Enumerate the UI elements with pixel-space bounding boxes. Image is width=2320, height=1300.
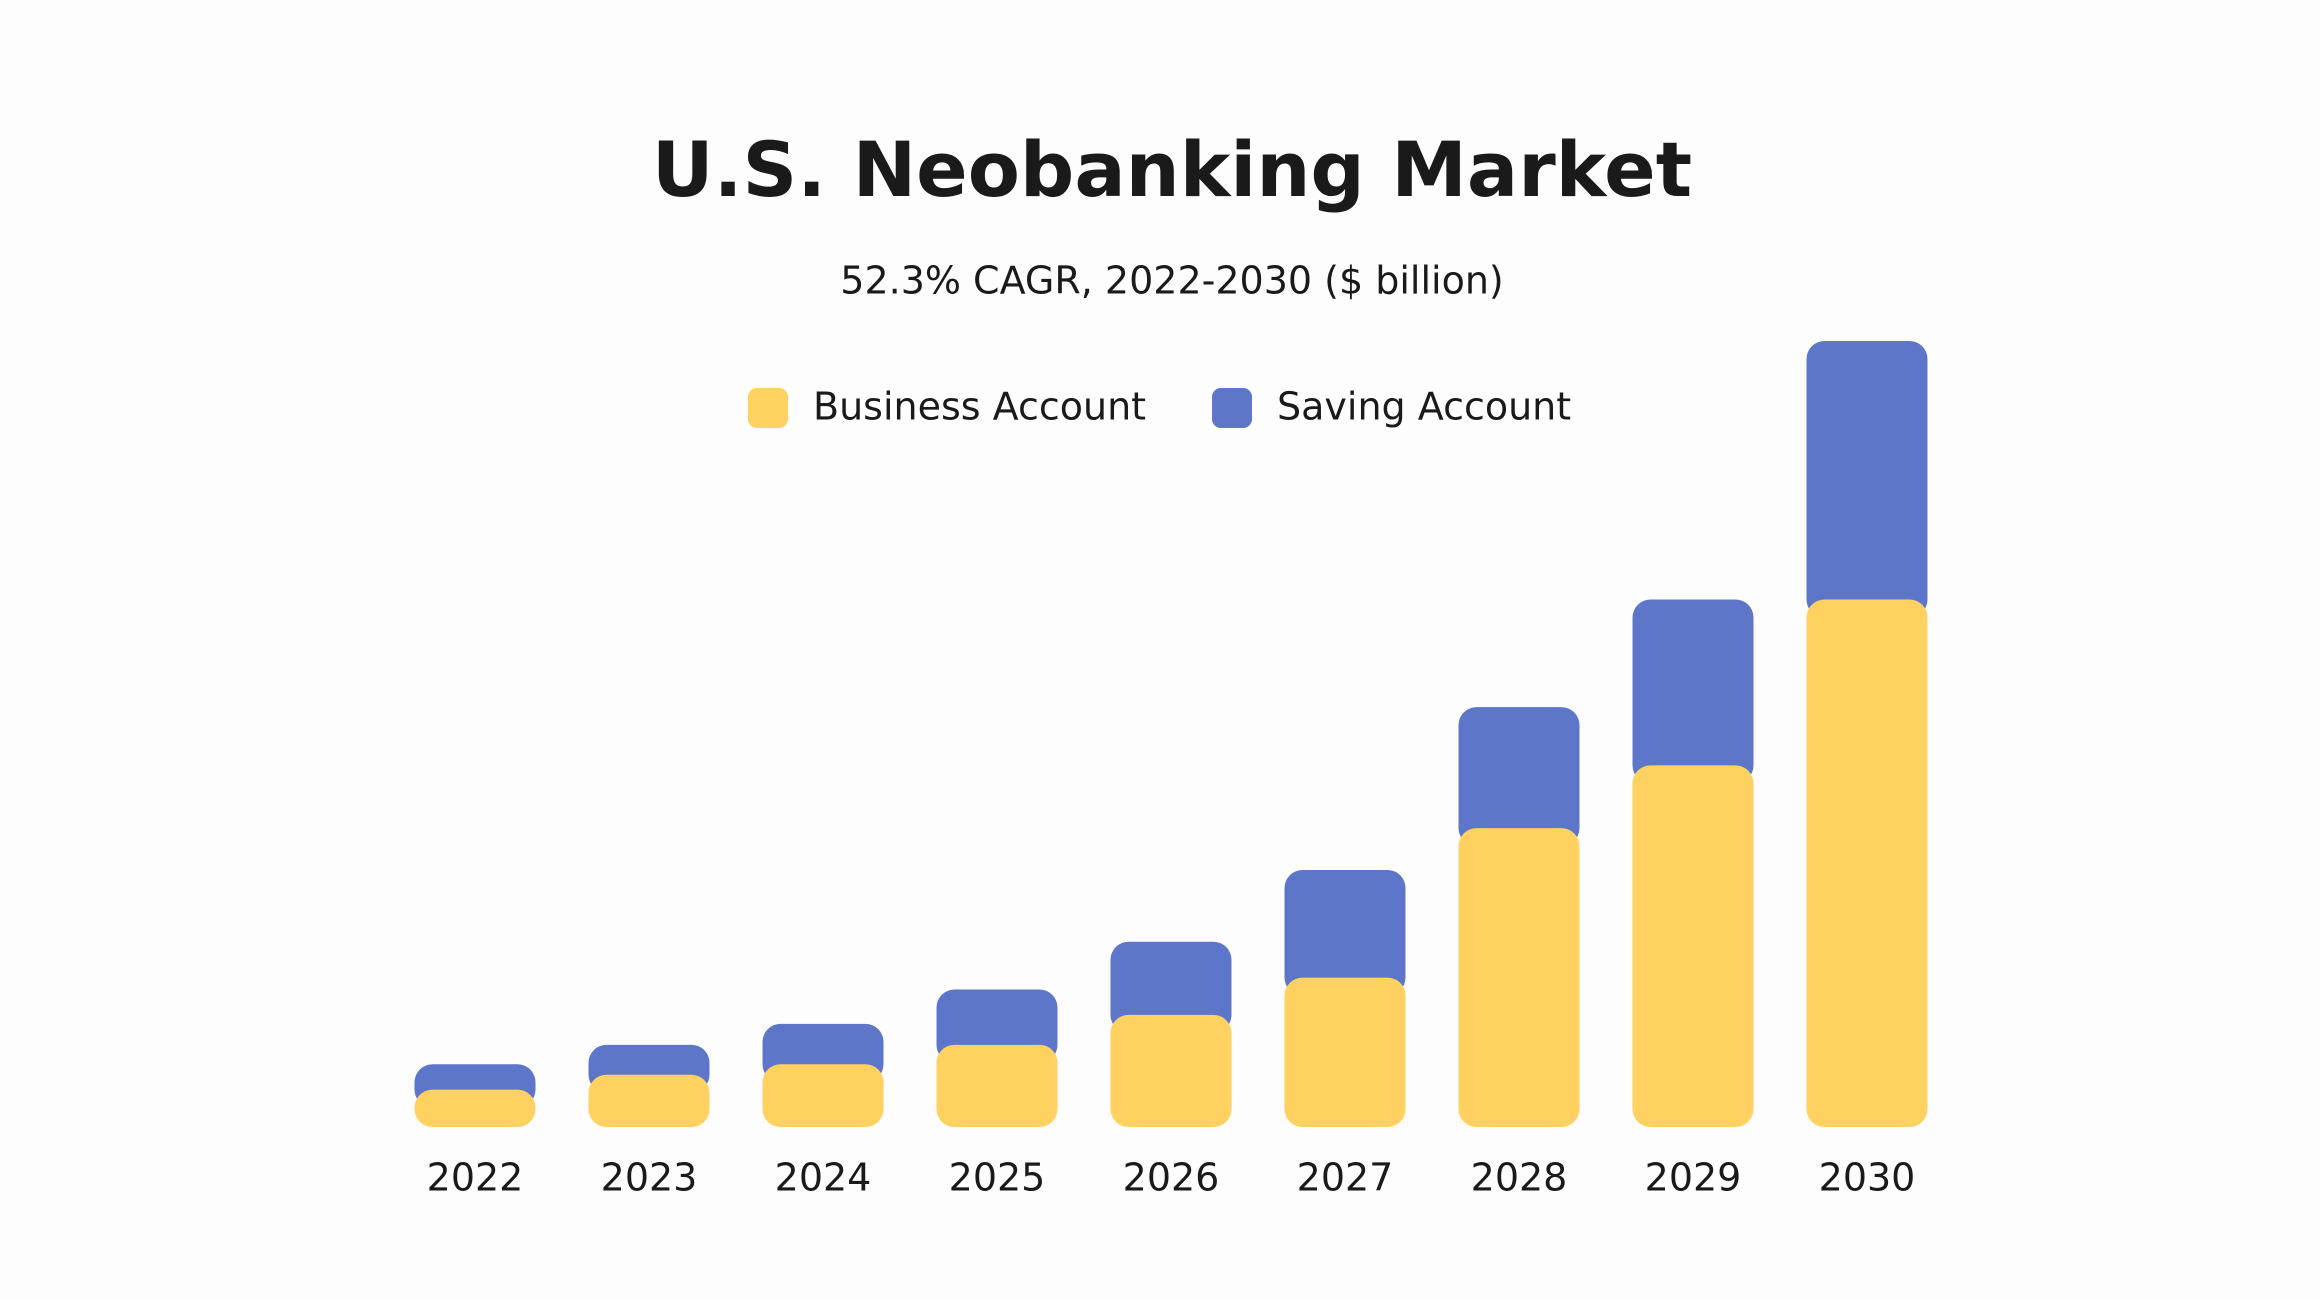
bar-segment xyxy=(1284,977,1406,1127)
legend-swatch xyxy=(1212,388,1252,428)
bar-segment xyxy=(1458,707,1580,847)
bar-segment xyxy=(1632,599,1754,784)
bar-segment xyxy=(1110,1014,1232,1127)
legend-label: Business Account xyxy=(813,385,1146,429)
x-tick-label: 2030 xyxy=(1819,1156,1916,1200)
bar-segment xyxy=(936,989,1058,1063)
x-tick-label: 2022 xyxy=(427,1156,524,1200)
x-tick-label: 2026 xyxy=(1123,1156,1220,1200)
bar-segment xyxy=(1110,941,1232,1033)
x-tick-label: 2027 xyxy=(1297,1156,1394,1200)
bar-segment xyxy=(1806,599,1928,1127)
bar-segment xyxy=(936,1044,1058,1127)
x-tick-label: 2024 xyxy=(775,1156,872,1200)
x-tick-label: 2029 xyxy=(1645,1156,1742,1200)
bar-segment xyxy=(588,1074,710,1127)
bar-segment xyxy=(762,1064,884,1127)
bar-segment xyxy=(1632,765,1754,1127)
x-tick-label: 2025 xyxy=(949,1156,1046,1200)
legend-label: Saving Account xyxy=(1277,385,1571,429)
bar-segment xyxy=(1284,869,1406,996)
x-tick-label: 2028 xyxy=(1471,1156,1568,1200)
legend-swatch xyxy=(748,388,788,428)
bar-segment xyxy=(414,1089,536,1127)
chart-title: U.S. Neobanking Market xyxy=(652,125,1692,214)
bar-segment xyxy=(1458,828,1580,1127)
x-tick-label: 2023 xyxy=(601,1156,698,1200)
bar-segment xyxy=(1806,341,1928,618)
chart-subtitle: 52.3% CAGR, 2022-2030 ($ billion) xyxy=(840,259,1503,303)
